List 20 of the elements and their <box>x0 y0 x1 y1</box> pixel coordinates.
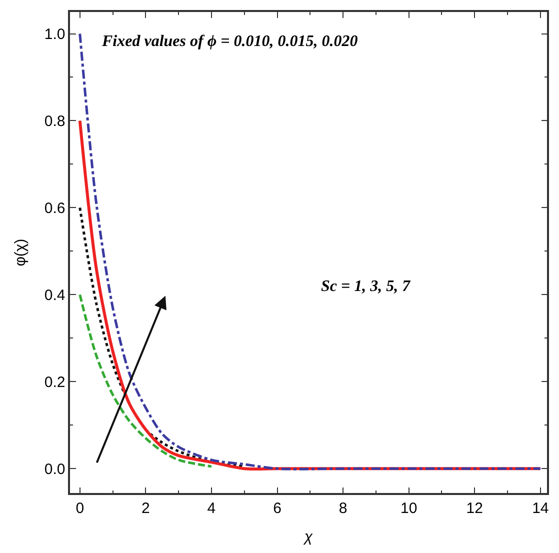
y-tick-label: 0.2 <box>44 374 66 391</box>
x-tick-label: 6 <box>273 500 282 517</box>
annotation: Sc = 1, 3, 5, 7 <box>321 278 412 295</box>
x-tick-label: 10 <box>400 500 418 517</box>
y-tick-label: 0.6 <box>44 200 66 217</box>
x-tick-label: 12 <box>466 500 483 517</box>
line-series <box>78 293 213 468</box>
x-tick-label: 2 <box>141 500 150 517</box>
x-tick-label: 0 <box>76 500 84 517</box>
line-series <box>78 32 542 470</box>
y-tick-label: 0.0 <box>44 460 66 478</box>
y-axis-title: φ(χ) <box>12 238 30 266</box>
x-axis-title: χ <box>302 528 314 546</box>
x-tick-label: 14 <box>532 500 549 517</box>
x-tick-label: 8 <box>338 500 348 517</box>
y-tick-label: 0.8 <box>44 112 66 130</box>
y-tick-label: 1.0 <box>44 26 66 43</box>
x-tick-label: 4 <box>207 500 216 517</box>
y-tick-label: 0.4 <box>44 286 66 304</box>
annotation: Fixed values of ϕ = 0.010, 0.015, 0.020 <box>101 33 358 50</box>
